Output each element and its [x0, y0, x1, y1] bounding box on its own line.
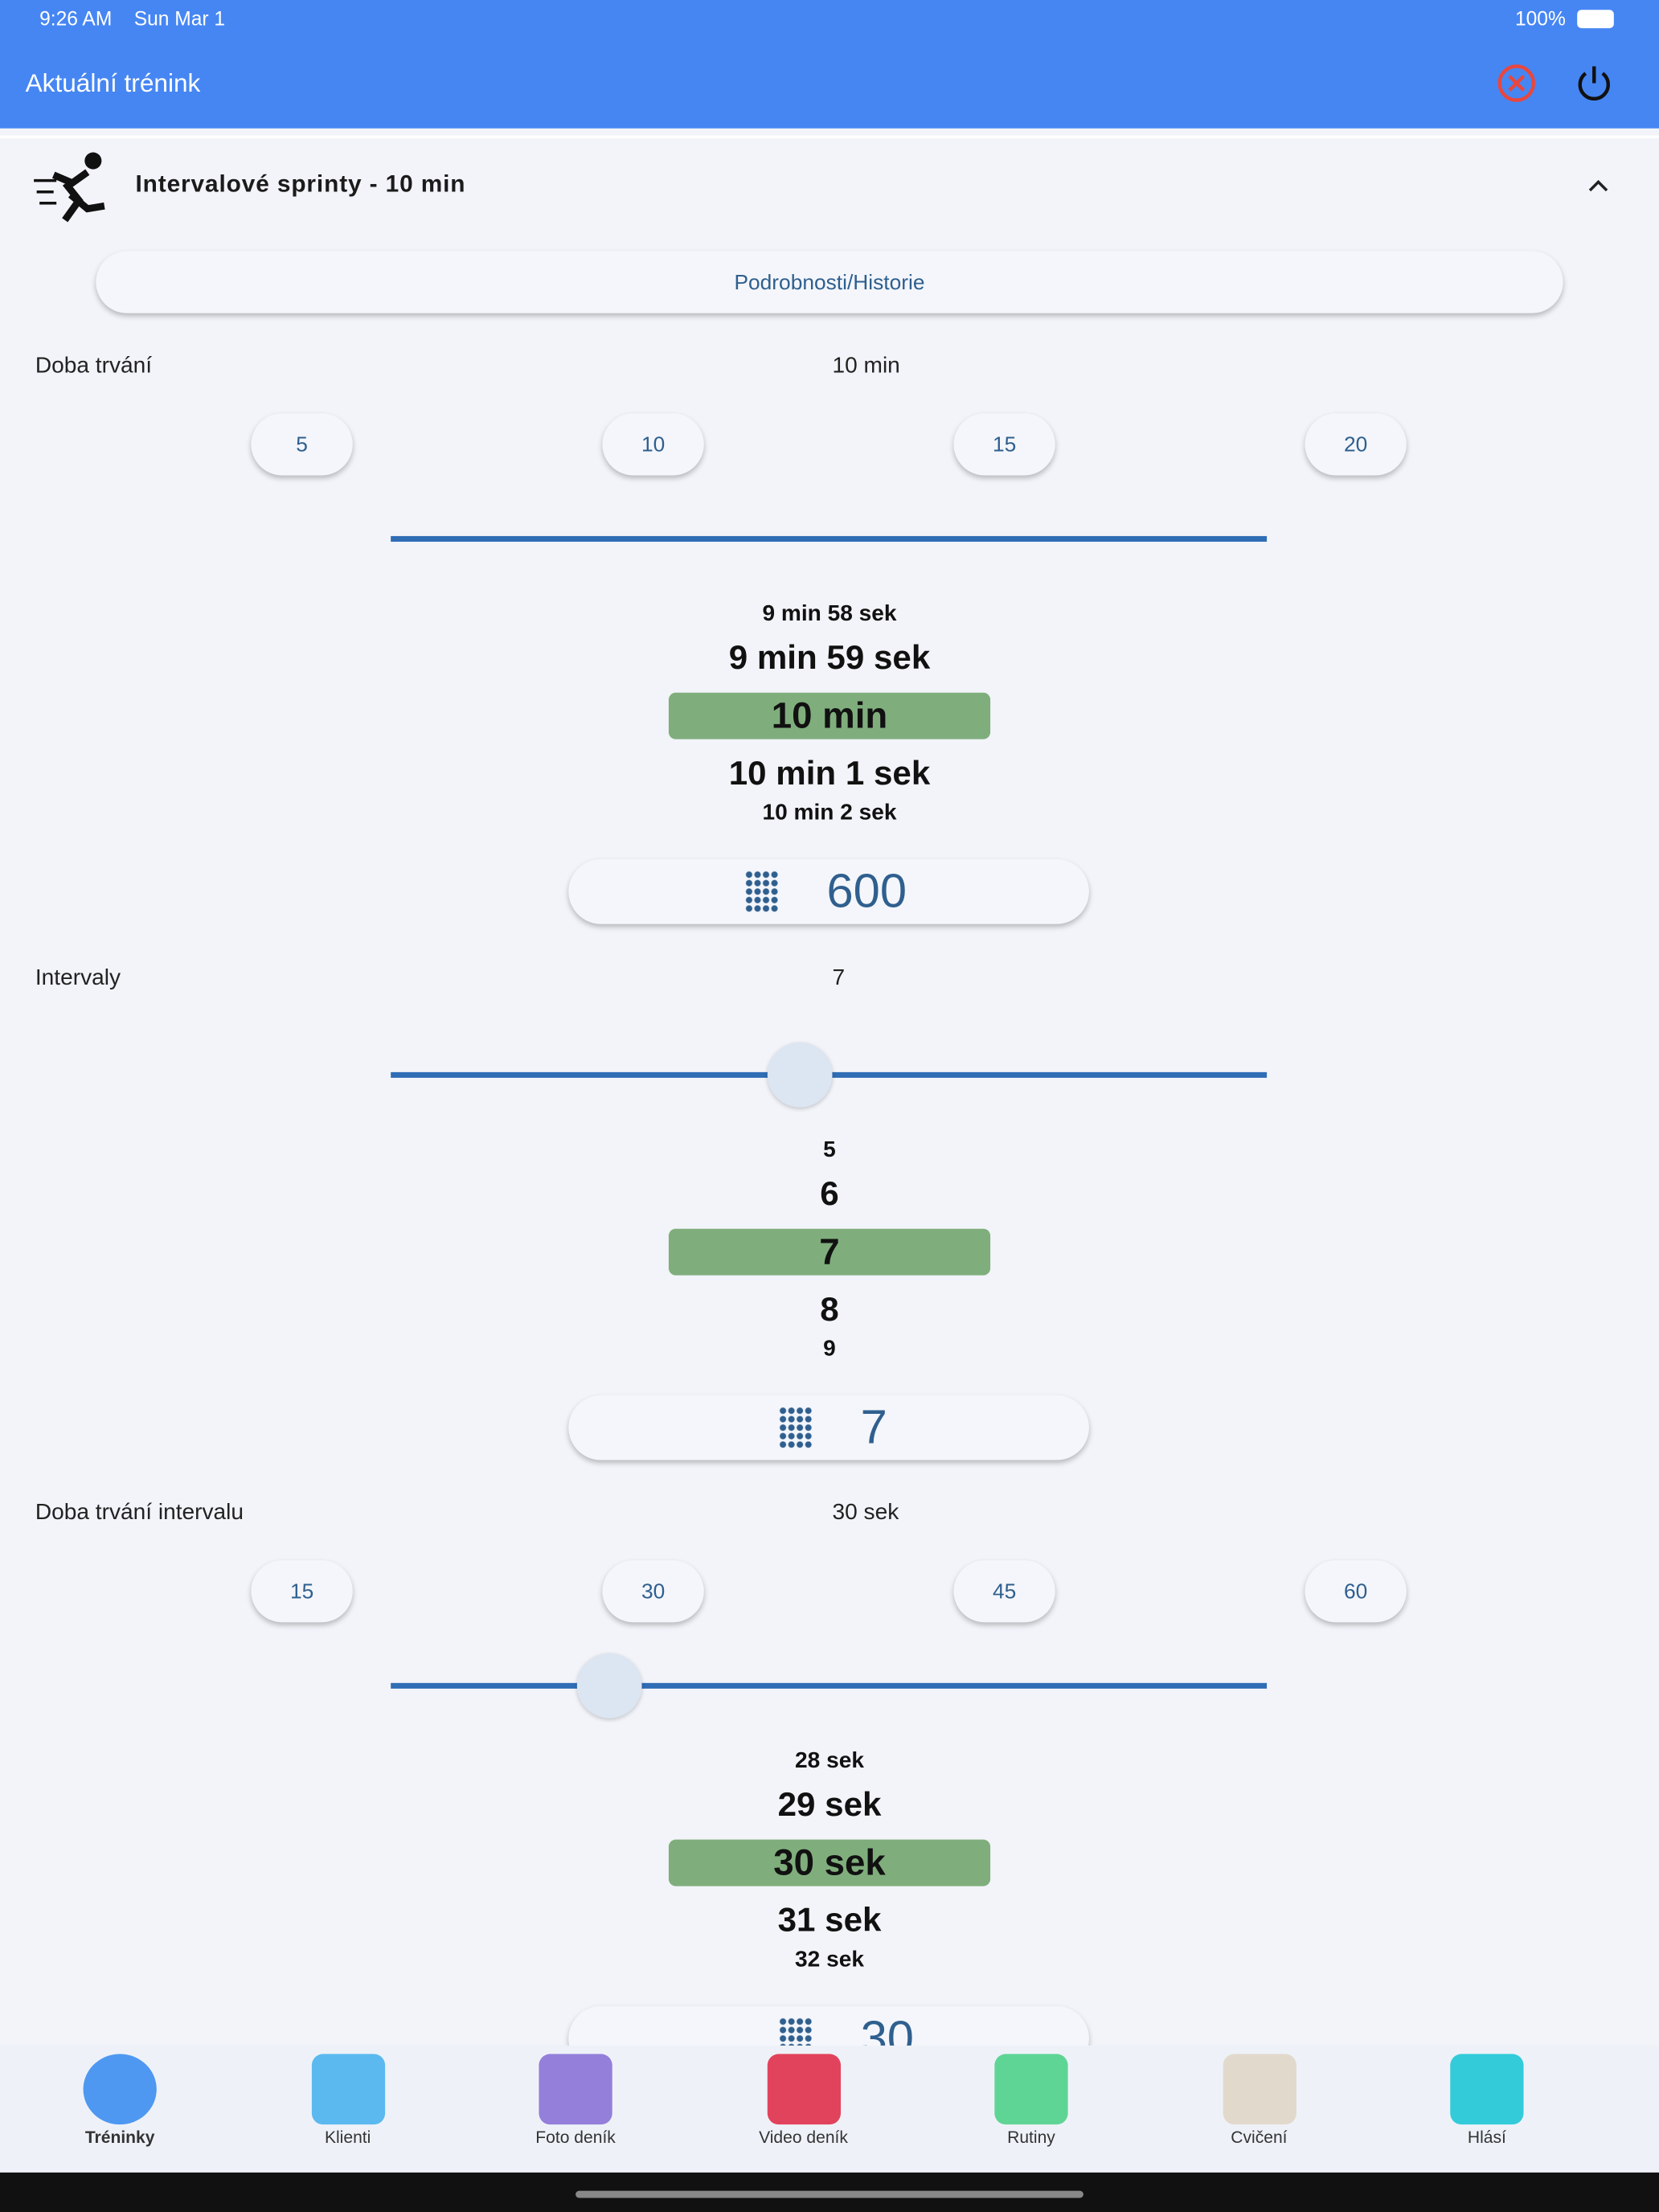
- nav-label[interactable]: Video deník: [759, 2127, 848, 2148]
- nav-label[interactable]: Klienti: [324, 2127, 371, 2148]
- picker-item[interactable]: 30 sek: [773, 1841, 886, 1884]
- status-time: 9:26 AM: [39, 6, 113, 30]
- nav-label[interactable]: Rutiny: [1007, 2127, 1055, 2148]
- section-value: 30 sek: [832, 1501, 899, 1526]
- app-title: Aktuální trénink: [25, 68, 201, 98]
- preset-chip[interactable]: 10: [602, 413, 704, 476]
- slider-track: [391, 1682, 1268, 1689]
- keypad-icon: [778, 1406, 813, 1449]
- slider-thumb[interactable]: [767, 1043, 833, 1108]
- preset-chip[interactable]: 30: [602, 1560, 704, 1623]
- nav-icon[interactable]: [1222, 2054, 1296, 2125]
- nav-icon[interactable]: [310, 2054, 385, 2125]
- preset-chip[interactable]: 20: [1305, 413, 1407, 476]
- picker-item[interactable]: 9 min 58 sek: [762, 603, 897, 627]
- section-label: Doba trvání intervalu: [35, 1501, 244, 1526]
- divider: [0, 135, 1659, 138]
- nav-label[interactable]: Cvičení: [1231, 2127, 1288, 2148]
- battery-icon: [1577, 10, 1614, 29]
- picker-item[interactable]: 5: [823, 1139, 836, 1163]
- picker-highlight: [668, 1228, 991, 1276]
- number-field[interactable]: [568, 858, 1089, 924]
- picker-item[interactable]: 31 sek: [777, 1901, 882, 1940]
- preset-chip[interactable]: 5: [251, 413, 353, 476]
- picker-item[interactable]: 32 sek: [795, 1948, 864, 1973]
- picker-item[interactable]: 10 min: [771, 694, 888, 737]
- battery: 100%: [1514, 6, 1566, 30]
- preset-chip[interactable]: 15: [953, 413, 1055, 476]
- section-label: Doba trvání: [35, 354, 153, 379]
- nav-label[interactable]: Tréninky: [84, 2127, 155, 2148]
- app-bar: [0, 0, 1659, 129]
- slider-track: [391, 535, 1268, 542]
- slider-thumb[interactable]: [577, 1653, 643, 1718]
- nav-label[interactable]: Hlásí: [1467, 2127, 1506, 2148]
- picker-item[interactable]: 28 sek: [795, 1750, 864, 1774]
- status-date: Sun Mar 1: [133, 6, 226, 30]
- section-label: Intervaly: [35, 966, 121, 991]
- section-value: 10 min: [832, 354, 900, 379]
- picker-item[interactable]: 7: [819, 1231, 840, 1273]
- picker-item[interactable]: 9 min 59 sek: [728, 638, 931, 677]
- nav-icon[interactable]: [994, 2054, 1068, 2125]
- nav-label[interactable]: Foto deník: [535, 2127, 616, 2148]
- nav-icon[interactable]: [1450, 2054, 1524, 2125]
- preset-chip[interactable]: 45: [953, 1560, 1055, 1623]
- field-value: 600: [826, 864, 907, 919]
- picker-highlight: [668, 692, 991, 739]
- picker-item[interactable]: 6: [820, 1174, 839, 1213]
- cancel-button[interactable]: [1495, 62, 1538, 104]
- preset-chip[interactable]: 15: [251, 1560, 353, 1623]
- preset-chip[interactable]: 60: [1305, 1560, 1407, 1623]
- nav-icon[interactable]: [766, 2054, 841, 2125]
- picker-item[interactable]: 29 sek: [777, 1785, 882, 1824]
- keypad-icon: [744, 870, 779, 913]
- workout-icon: [34, 152, 105, 223]
- home-indicator: [576, 2190, 1083, 2198]
- picker-item[interactable]: 9: [823, 1337, 836, 1362]
- nav-icon[interactable]: [83, 2054, 157, 2125]
- picker-item[interactable]: 10 min 1 sek: [728, 754, 931, 793]
- picker-highlight: [668, 1839, 991, 1886]
- workout-title: Intervalové sprinty - 10 min: [135, 170, 466, 198]
- nav-icon[interactable]: [539, 2054, 612, 2125]
- section-value: 7: [832, 966, 846, 991]
- picker-item[interactable]: 10 min 2 sek: [762, 801, 897, 826]
- field-value: 7: [860, 1400, 887, 1455]
- number-field[interactable]: [568, 1395, 1089, 1460]
- power-button[interactable]: [1573, 62, 1616, 104]
- collapse-button[interactable]: [1586, 175, 1612, 195]
- picker-item[interactable]: 8: [820, 1290, 839, 1329]
- details-button[interactable]: Podrobnosti/Historie: [96, 251, 1563, 313]
